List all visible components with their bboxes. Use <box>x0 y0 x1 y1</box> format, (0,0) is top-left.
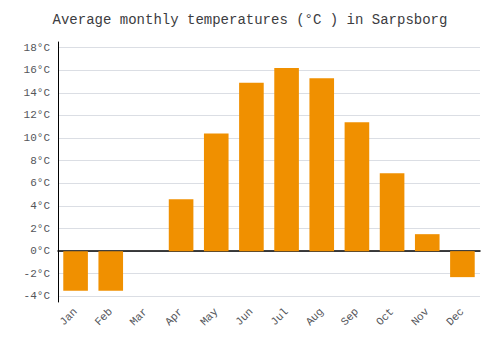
svg-text:18°C: 18°C <box>24 42 51 54</box>
svg-text:Feb: Feb <box>93 306 115 328</box>
svg-text:2°C: 2°C <box>30 223 50 235</box>
svg-text:Average monthly temperatures (: Average monthly temperatures (°C ) in Sa… <box>53 12 448 28</box>
svg-text:-2°C: -2°C <box>24 268 51 280</box>
svg-text:Jan: Jan <box>57 306 79 328</box>
svg-text:Jun: Jun <box>233 306 255 328</box>
svg-text:Sep: Sep <box>339 306 361 328</box>
svg-text:12°C: 12°C <box>24 109 51 121</box>
svg-text:14°C: 14°C <box>24 87 51 99</box>
svg-text:10°C: 10°C <box>24 132 51 144</box>
svg-text:8°C: 8°C <box>30 155 50 167</box>
svg-text:Jul: Jul <box>268 306 290 328</box>
svg-text:16°C: 16°C <box>24 64 51 76</box>
svg-text:Nov: Nov <box>409 305 432 328</box>
svg-text:0°C: 0°C <box>30 245 50 257</box>
svg-text:May: May <box>198 305 221 328</box>
svg-text:6°C: 6°C <box>30 177 50 189</box>
svg-text:Dec: Dec <box>444 306 466 328</box>
svg-text:Mar: Mar <box>128 306 150 328</box>
svg-text:Apr: Apr <box>163 306 185 328</box>
svg-text:-4°C: -4°C <box>24 290 51 302</box>
svg-text:Oct: Oct <box>374 306 396 328</box>
svg-text:Aug: Aug <box>304 306 326 328</box>
svg-text:4°C: 4°C <box>30 200 50 212</box>
